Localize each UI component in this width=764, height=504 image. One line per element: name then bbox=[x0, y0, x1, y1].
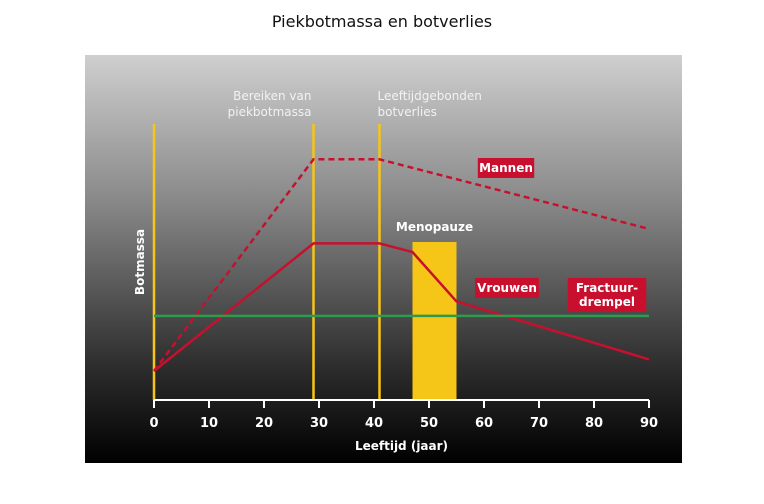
series-line-vrouwen bbox=[153, 242, 650, 372]
x-tick-label: 70 bbox=[530, 416, 548, 431]
menopause-label: Menopauze bbox=[396, 220, 473, 234]
women-label-box bbox=[475, 278, 539, 298]
x-tick-label: 90 bbox=[640, 416, 658, 431]
x-tick-label: 80 bbox=[585, 416, 603, 431]
men-label-box bbox=[477, 158, 535, 178]
x-tick-label: 0 bbox=[149, 416, 158, 431]
peak-annotation-line: Bereiken van bbox=[233, 89, 311, 103]
x-axis-title: Leeftijd (jaar) bbox=[355, 439, 448, 453]
loss-annotation-line: botverlies bbox=[378, 105, 437, 119]
x-tick-label: 20 bbox=[255, 416, 273, 431]
x-tick-label: 40 bbox=[365, 416, 383, 431]
threshold-label-text: Fractuur- bbox=[576, 281, 638, 295]
menopause-band bbox=[412, 242, 457, 400]
peak-annotation-line: piekbotmassa bbox=[228, 105, 312, 119]
women-label-text: Vrouwen bbox=[477, 281, 537, 295]
x-tick-label: 10 bbox=[200, 416, 218, 431]
loss-annotation-line: Leeftijdgebonden bbox=[378, 89, 482, 103]
threshold-label: Fractuur-drempel bbox=[567, 278, 647, 312]
threshold-label-box bbox=[567, 278, 647, 312]
chart-title: Piekbotmassa en botverlies bbox=[271, 12, 493, 31]
series-line-mannen bbox=[153, 158, 650, 372]
x-tick-label: 50 bbox=[420, 416, 438, 431]
y-axis-title: Botmassa bbox=[133, 229, 147, 295]
x-tick-label: 30 bbox=[310, 416, 328, 431]
threshold-label-text: drempel bbox=[579, 295, 635, 309]
x-tick-label: 60 bbox=[475, 416, 493, 431]
women-label: Vrouwen bbox=[475, 278, 539, 298]
men-label: Mannen bbox=[477, 158, 535, 178]
plot-background bbox=[85, 55, 682, 463]
men-label-text: Mannen bbox=[479, 161, 533, 175]
